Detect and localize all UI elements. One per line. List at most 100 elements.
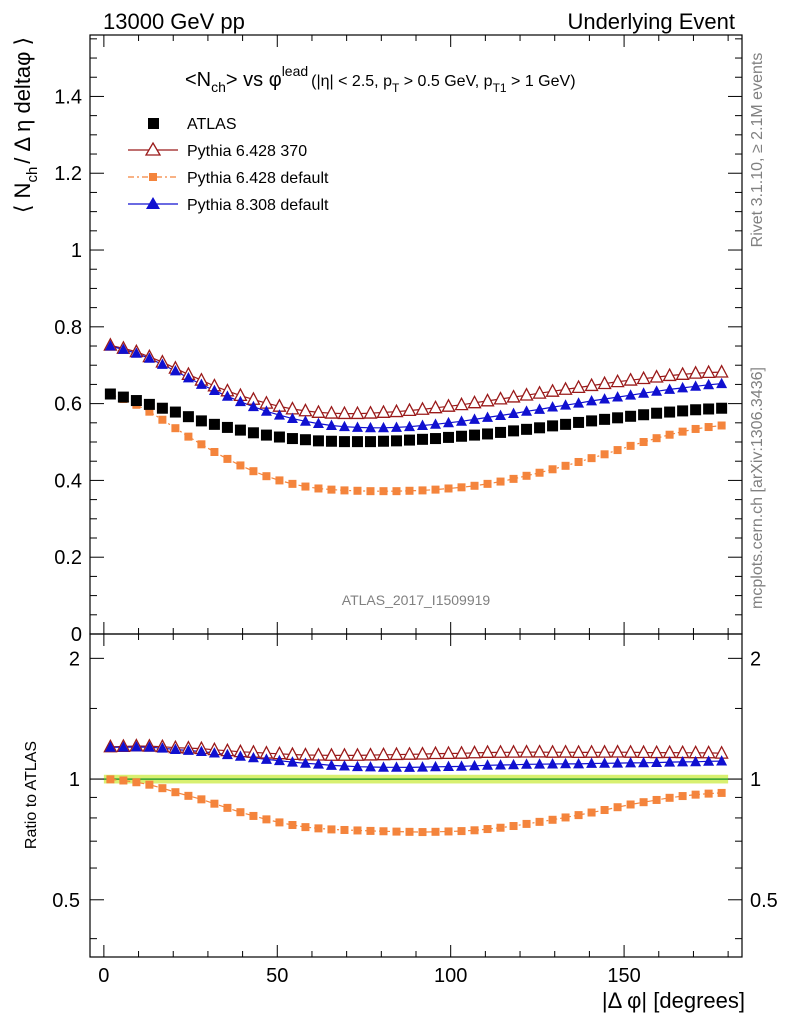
ratio-point-p8-default <box>599 757 611 768</box>
main-point-p6-370 <box>324 405 339 419</box>
ratio-point-p6-370 <box>545 744 560 758</box>
main-point-p6-370 <box>389 403 404 418</box>
ratio-y-tick-label-right: 1 <box>750 769 761 791</box>
main-point-p6-default <box>223 454 232 463</box>
main-point-atlas <box>443 431 455 443</box>
ratio-point-p6-default <box>561 813 570 822</box>
ratio-point-p6-default <box>587 808 596 817</box>
main-point-p6-default <box>236 461 245 470</box>
ratio-point-p8-default <box>625 756 637 768</box>
ratio-point-p6-default <box>353 826 362 835</box>
y-label-pre: ⟨ N <box>10 183 35 214</box>
y-label-post: / Δ η deltaφ ⟩ <box>10 37 35 164</box>
ratio-point-p8-default <box>130 741 142 752</box>
main-point-p6-370 <box>402 402 417 417</box>
main-point-atlas <box>456 430 468 442</box>
legend-p8-default-marker <box>146 197 160 209</box>
ratio-point-p6-default <box>210 799 219 808</box>
ratio-y-tick-label-right: 2 <box>750 648 761 670</box>
main-point-atlas <box>612 412 624 424</box>
main-point-p6-370 <box>623 372 638 386</box>
main-point-atlas <box>143 398 155 410</box>
main-point-p6-default <box>704 423 713 432</box>
main-point-atlas <box>273 431 285 443</box>
main-point-atlas <box>664 406 676 418</box>
ratio-point-p8-default <box>234 750 246 761</box>
x-tick-label: 100 <box>434 965 467 987</box>
main-point-p8-default <box>573 397 585 408</box>
main-point-p6-370 <box>480 393 495 407</box>
main-y-tick-label: 1 <box>71 240 82 262</box>
main-point-atlas <box>117 391 129 403</box>
y-label-sub: ch <box>24 167 41 183</box>
main-point-atlas <box>508 425 520 437</box>
ratio-point-p6-default <box>678 792 687 801</box>
main-point-p6-370 <box>493 391 508 405</box>
main-point-p8-default <box>677 381 689 393</box>
main-point-p6-370 <box>688 365 703 379</box>
main-point-p6-default <box>275 476 284 485</box>
ratio-point-p8-default <box>638 756 650 768</box>
ratio-point-p8-default <box>182 744 194 755</box>
ratio-point-p6-default <box>327 825 336 834</box>
legend-atlas: ATLAS <box>148 116 237 133</box>
main-point-atlas <box>351 436 363 448</box>
main-point-p8-default <box>664 383 676 394</box>
main-point-p6-default <box>392 487 401 496</box>
ratio-point-p6-default <box>431 827 440 836</box>
ratio-point-p6-default <box>236 808 245 817</box>
legend-p8-default: Pythia 8.308 default <box>128 197 329 214</box>
main-point-p8-default <box>469 413 481 424</box>
ratio-point-p8-default <box>677 756 689 767</box>
ratio-y-tick-label-right: 0.5 <box>750 890 778 912</box>
main-point-p6-default <box>288 479 297 488</box>
main-point-p6-370 <box>454 396 469 411</box>
ratio-point-p6-370 <box>506 744 521 758</box>
main-point-p8-default <box>260 405 272 416</box>
ratio-point-p6-370 <box>428 745 443 760</box>
ratio-point-p6-370 <box>415 746 430 760</box>
legend-p6-default-marker <box>149 173 157 181</box>
ratio-point-p6-default <box>691 790 700 799</box>
ratio-point-p6-default <box>548 815 557 824</box>
main-point-p8-default <box>117 343 129 354</box>
main-point-atlas <box>325 435 337 447</box>
ratio-point-p8-default <box>417 761 429 772</box>
main-point-p8-default <box>169 365 181 376</box>
main-point-p8-default <box>208 384 220 396</box>
main-point-p6-370 <box>714 364 729 378</box>
plot-title: <Nch> vs φlead(|η| < 2.5, pT > 0.5 GeV, … <box>185 63 576 95</box>
legend-p6-370-marker <box>144 141 162 156</box>
ratio-point-p8-default <box>377 761 389 772</box>
main-point-p6-default <box>158 415 167 424</box>
main-point-p6-default <box>613 446 622 455</box>
ratio-point-p6-default <box>145 780 154 789</box>
main-point-atlas <box>690 404 702 416</box>
main-point-p6-370 <box>532 385 547 399</box>
ratio-point-p6-370 <box>571 744 586 758</box>
main-point-p6-370 <box>363 405 378 419</box>
main-point-p8-default <box>534 403 546 414</box>
main-point-atlas <box>104 388 116 400</box>
main-point-atlas <box>377 435 389 447</box>
main-point-p6-default <box>405 486 414 495</box>
main-point-atlas <box>247 427 259 439</box>
main-point-p8-default <box>195 378 207 389</box>
main-y-tick-label: 0.4 <box>54 470 82 492</box>
main-point-p6-default <box>496 477 505 486</box>
main-point-atlas <box>703 403 715 415</box>
main-point-atlas <box>221 421 233 433</box>
legend-p6-default-label: Pythia 6.428 default <box>187 170 329 187</box>
ratio-point-p6-default <box>223 803 232 812</box>
main-point-p6-default <box>249 467 258 476</box>
main-point-p8-default <box>390 421 402 432</box>
ratio-point-p6-default <box>132 778 141 787</box>
y-axis-label-ratio: Ratio to ATLAS <box>23 741 40 849</box>
ratio-point-p6-default <box>249 811 258 820</box>
y-axis-label-main: ⟨ Nch / Δ η deltaφ ⟩ <box>10 37 41 213</box>
main-point-atlas <box>234 424 246 436</box>
main-point-p6-default <box>561 461 570 470</box>
ratio-point-p6-default <box>639 798 648 807</box>
ratio-band <box>90 774 742 784</box>
